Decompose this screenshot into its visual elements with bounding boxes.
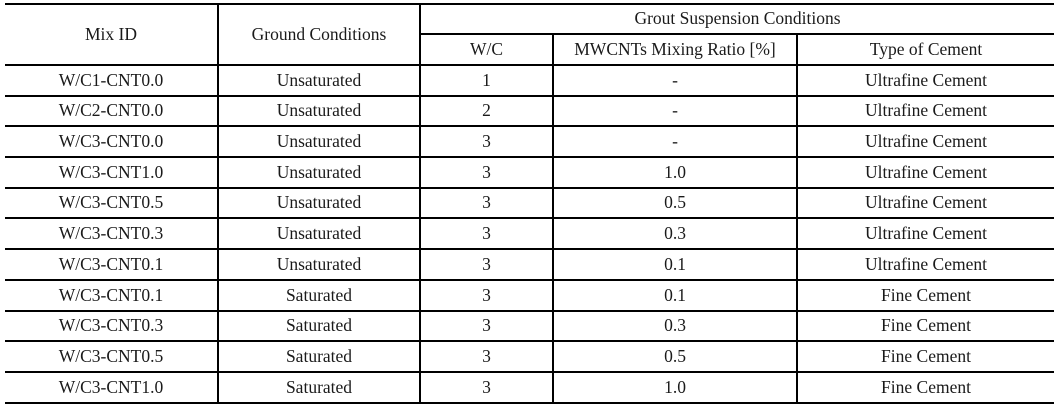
table-cell: Ultrafine Cement [795,125,1055,159]
table-cell: 3 [419,278,554,312]
table-cell: Unsaturated [217,248,421,281]
table-cell: 0.3 [552,309,798,343]
table-row: W/C3-CNT0.1 Unsaturated 3 0.1 Ultrafine Ceme… [5,248,1055,281]
table-cell: Ultrafine Cement [795,217,1055,251]
table-row: W/C3-CNT0.0 Unsaturated 3- Ultrafine Cement [5,125,1055,159]
table-row: W/C3-CNT1.0 Unsaturated 3 1.0 Ultrafine Ceme… [5,156,1055,189]
table-cell: 3 [419,125,554,159]
table-cell: W/C3-CNT0.5 [5,186,219,220]
table-row: W/C3-CNT0.3 Saturated 3 0.3 Fine Cement [5,309,1055,343]
table-cell: W/C1-CNT0.0 [5,64,219,97]
header-mix-id: Mix ID [5,3,219,66]
grout-mix-conditions-table: Mix ID Ground Conditions Grout Suspensio… [5,3,1055,404]
table-row: W/C3-CNT0.1 Saturated 3 0.1 Fine Cement [5,278,1055,312]
table-cell: 1 [419,64,554,97]
table-cell: Unsaturated [217,156,421,189]
table-cell: Unsaturated [217,125,421,159]
table-cell: W/C3-CNT0.5 [5,340,219,373]
table-cell: 0.1 [552,248,798,281]
header-type-of-cement: Type of Cement [795,33,1055,66]
table-cell: 0.5 [552,186,798,220]
table-cell: 1.0 [552,370,798,404]
table-row: W/C3-CNT0.3 Unsaturated 3 0.3 Ultrafine Ceme… [5,217,1055,251]
table-cell: 0.5 [552,340,798,373]
table-cell: W/C3-CNT0.0 [5,125,219,159]
table-cell: 3 [419,186,554,220]
table-cell: Saturated [217,309,421,343]
table-cell: W/C2-CNT0.0 [5,94,219,128]
table-cell: 3 [419,248,554,281]
table-cell: 0.3 [552,217,798,251]
table-cell: 0.1 [552,278,798,312]
table-cell: W/C3-CNT0.3 [5,217,219,251]
header-wc: W/C [420,33,554,66]
table-cell: Fine Cement [795,370,1055,404]
table-cell: 3 [419,156,554,189]
table-cell: Unsaturated [217,217,421,251]
table-cell: Ultrafine Cement [795,248,1055,281]
table-cell: Fine Cement [795,278,1055,312]
table-cell: Saturated [217,340,421,373]
table-cell: Ultrafine Cement [795,64,1055,97]
table-cell: 3 [419,370,554,404]
header-ground-conditions: Ground Conditions [217,3,421,66]
table-cell: W/C3-CNT0.1 [5,278,219,312]
table-cell: 3 [419,340,554,373]
table-cell: Unsaturated [217,94,421,128]
table-row: W/C1-CNT0.0 Unsaturated 1- Ultrafine Cement [5,64,1055,97]
table-cell: 3 [419,217,554,251]
table-row: W/C3-CNT0.5 Saturated 3 0.5 Fine Cement [5,340,1055,373]
table-cell: - [552,125,798,159]
table-cell: Ultrafine Cement [795,186,1055,220]
table-cell: Ultrafine Cement [795,94,1055,128]
table-cell: Fine Cement [795,309,1055,343]
table-row: W/C2-CNT0.0 Unsaturated 2- Ultrafine Cement [5,94,1055,128]
table-cell: 3 [419,309,554,343]
table-cell: W/C3-CNT1.0 [5,156,219,189]
table-cell: Saturated [217,278,421,312]
table-cell: 1.0 [552,156,798,189]
table-cell: 2 [419,94,554,128]
table-row: W/C3-CNT1.0 Saturated 3 1.0 Fine Cement [5,370,1055,404]
table-cell: Fine Cement [795,340,1055,373]
header-mwcnts-mixing-ratio: MWCNTs Mixing Ratio [%] [552,33,798,66]
header-grout-suspension-conditions: Grout Suspension Conditions [418,3,1055,35]
table-cell: W/C3-CNT0.1 [5,248,219,281]
table-cell: W/C3-CNT1.0 [5,370,219,404]
table-cell: Saturated [217,370,421,404]
table-body: W/C1-CNT0.0 Unsaturated 1- Ultrafine Cement… [5,64,1055,404]
table-cell: Unsaturated [217,64,421,97]
table-header: Mix ID Ground Conditions Grout Suspensio… [5,3,1055,66]
table-cell: - [552,64,798,97]
table-cell: W/C3-CNT0.3 [5,309,219,343]
table-row: W/C3-CNT0.5 Unsaturated 3 0.5 Ultrafine Ceme… [5,186,1055,220]
header-row-2: W/C MWCNTs Mixing Ratio [%] Type of Ceme… [5,33,1055,66]
header-row-1: Mix ID Ground Conditions Grout Suspensio… [5,3,1055,66]
table-cell: Ultrafine Cement [795,156,1055,189]
table-cell: - [552,94,798,128]
table-cell: Unsaturated [217,186,421,220]
